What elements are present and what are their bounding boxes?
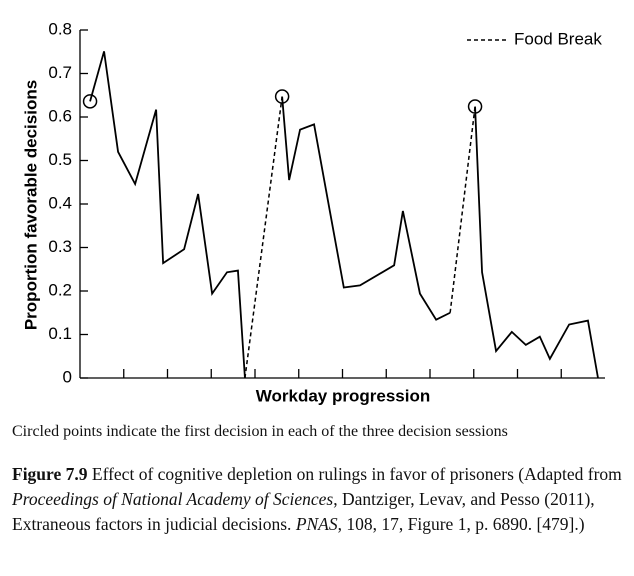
y-tick-label: 0.8 [48, 19, 72, 38]
y-tick-label: 0 [63, 367, 72, 386]
y-axis-label: Proportion favorable decisions [21, 80, 40, 330]
session-line [281, 96, 451, 321]
chart-note: Circled points indicate the first decisi… [12, 423, 508, 440]
y-tick-label: 0.4 [48, 193, 72, 212]
session-line [474, 106, 599, 379]
first-decision-marker [467, 99, 483, 114]
chart: Proportion favorable decisions Workday p… [21, 19, 605, 405]
caption-text: Effect of cognitive depletion on rulings… [87, 464, 622, 484]
y-tick-label: 0.5 [48, 150, 72, 169]
caption-text: , Dantziger, Levav, and Pesso (2011), Ex… [12, 489, 595, 534]
caption-text: PNAS [295, 514, 338, 534]
caption-text: Proceedings of National Academy of Scien… [12, 489, 334, 509]
y-tick-label: 0.7 [48, 63, 72, 82]
y-tick-label: 0.2 [48, 280, 72, 299]
figure-caption: Figure 7.9 Effect of cognitive depletion… [12, 462, 624, 537]
y-tick-label: 0.6 [48, 106, 72, 125]
figure-label: Figure 7.9 [12, 464, 88, 484]
session-line [89, 51, 246, 379]
caption-text: , 108, 17, Figure 1, p. 6890. [479].) [337, 514, 585, 534]
y-tick-label: 0.1 [48, 324, 72, 343]
y-tick-label: 0.3 [48, 237, 72, 256]
x-axis-label: Workday progression [256, 386, 430, 405]
first-decision-marker [82, 94, 98, 109]
legend-label: Food Break [514, 29, 602, 48]
food-break-line [244, 96, 476, 379]
first-decision-marker [274, 89, 290, 104]
